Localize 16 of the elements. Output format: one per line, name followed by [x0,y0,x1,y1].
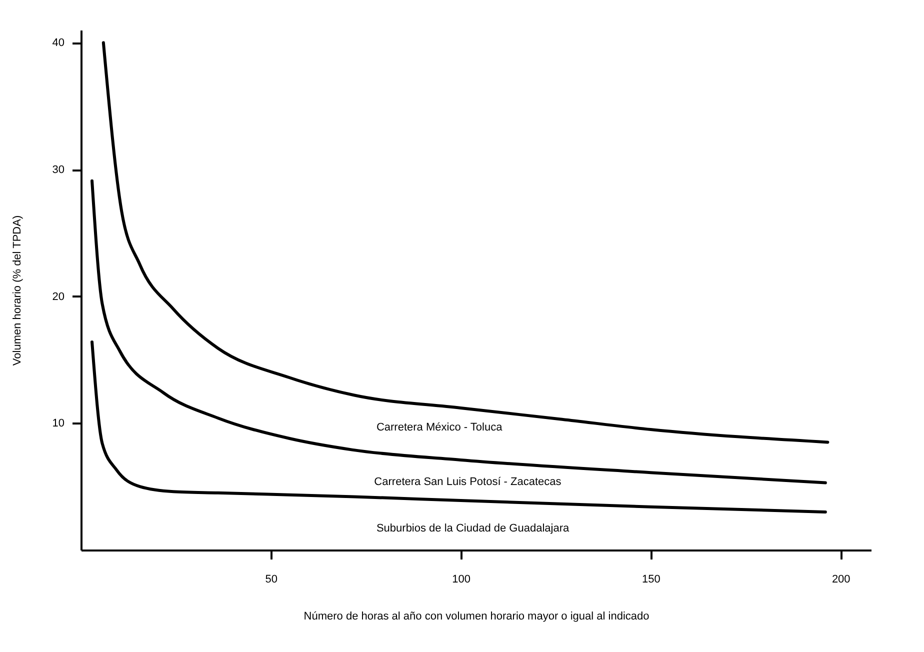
y-tick-label: 40 [52,37,64,50]
series-label: Carretera México - Toluca [376,421,504,434]
series-label: Suburbios de la Ciudad de Guadalajara [376,522,570,535]
y-tick-label: 10 [52,418,64,430]
x-axis-title: Número de horas al año con volumen horario mayor o igual al indicado [304,610,650,622]
x-tick-label: 50 [265,574,278,586]
x-tick-label: 150 [642,574,660,586]
x-tick-label: 200 [832,574,850,586]
line-series [90,340,827,514]
line-series [102,41,830,444]
y-axis-title: Volumen horario (% del TPDA) [11,215,24,366]
series-label: Carretera San Luis Potosí - Zacatecas [374,476,562,488]
x-tick-label: 100 [452,574,470,586]
line-series [90,179,827,484]
y-tick-label: 30 [52,164,64,176]
y-tick-label: 20 [52,290,64,303]
